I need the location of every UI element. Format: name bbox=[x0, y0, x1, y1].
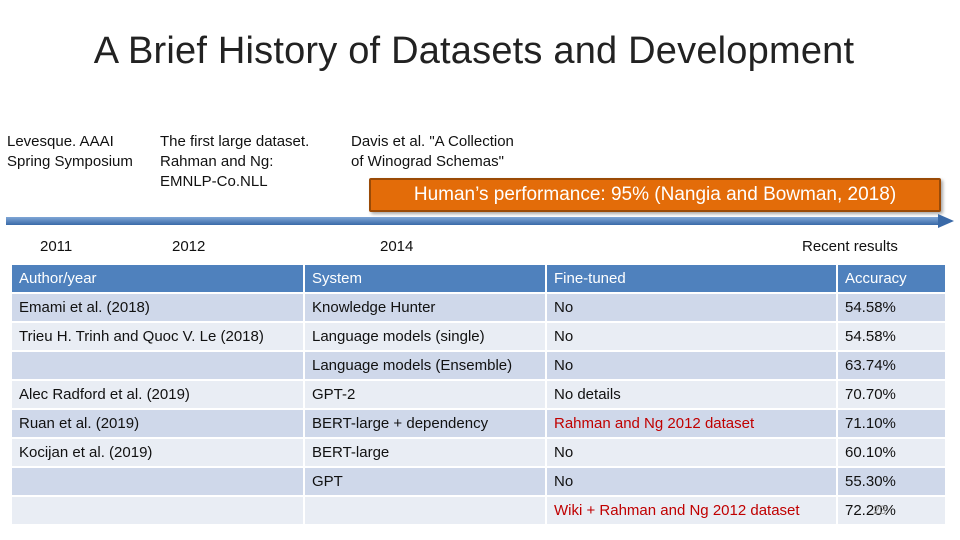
cell-author: Kocijan et al. (2019) bbox=[10, 437, 305, 468]
cell-accuracy: 54.58% bbox=[836, 321, 947, 352]
note-line: EMNLP-Co.NLL bbox=[160, 173, 268, 190]
cell-author bbox=[10, 466, 305, 497]
cell-fine-tuned: No bbox=[545, 350, 838, 381]
cell-accuracy: 55.30% bbox=[836, 466, 947, 497]
year-2012: 2012 bbox=[172, 238, 206, 255]
cell-accuracy: 72.20% bbox=[836, 495, 947, 526]
table-row: Wiki + Rahman and Ng 2012 dataset 72.20% bbox=[10, 495, 947, 526]
note-line: Levesque. AAAI bbox=[7, 133, 114, 150]
cell-fine-tuned: No bbox=[545, 292, 838, 323]
table-row: Alec Radford et al. (2019) GPT-2 No deta… bbox=[10, 379, 947, 410]
table-row: Emami et al. (2018) Knowledge Hunter No … bbox=[10, 292, 947, 323]
slide-title: A Brief History of Datasets and Developm… bbox=[93, 30, 855, 72]
cell-fine-tuned: Rahman and Ng 2012 dataset bbox=[545, 408, 838, 439]
cell-accuracy: 63.74% bbox=[836, 350, 947, 381]
cell-accuracy: 54.58% bbox=[836, 292, 947, 323]
cell-author: Trieu H. Trinh and Quoc V. Le (2018) bbox=[10, 321, 305, 352]
cell-system: GPT-2 bbox=[303, 379, 547, 410]
note-line: of Winograd Schemas" bbox=[351, 153, 504, 170]
cell-author: Emami et al. (2018) bbox=[10, 292, 305, 323]
year-2011: 2011 bbox=[40, 238, 73, 255]
cell-system: Knowledge Hunter bbox=[303, 292, 547, 323]
timeline-arrowhead bbox=[938, 214, 954, 228]
note-line: Spring Symposium bbox=[7, 153, 133, 170]
cell-author: Ruan et al. (2019) bbox=[10, 408, 305, 439]
header-system: System bbox=[303, 263, 547, 294]
cell-author bbox=[10, 495, 305, 526]
table-row: Trieu H. Trinh and Quoc V. Le (2018) Lan… bbox=[10, 321, 947, 352]
table-row: Language models (Ensemble) No 63.74% bbox=[10, 350, 947, 381]
cell-system: BERT-large + dependency bbox=[303, 408, 547, 439]
header-accuracy: Accuracy bbox=[836, 263, 947, 294]
cell-system: Language models (Ensemble) bbox=[303, 350, 547, 381]
cell-system bbox=[303, 495, 547, 526]
note-line: The first large dataset. bbox=[160, 133, 310, 150]
cell-system: Language models (single) bbox=[303, 321, 547, 352]
table-row: Ruan et al. (2019) BERT-large + dependen… bbox=[10, 408, 947, 439]
year-2014: 2014 bbox=[380, 238, 414, 255]
human-performance-callout: Human’s performance: 95% (Nangia and Bow… bbox=[369, 178, 941, 212]
table-header-row: Author/year System Fine-tuned Accuracy bbox=[10, 263, 947, 294]
timeline-bar bbox=[6, 217, 942, 225]
cell-accuracy: 60.10% bbox=[836, 437, 947, 468]
timeline-note-levesque: Levesque. AAAI Spring Symposium bbox=[7, 132, 133, 172]
cell-fine-tuned: No bbox=[545, 437, 838, 468]
cell-system: GPT bbox=[303, 466, 547, 497]
cell-fine-tuned: No bbox=[545, 466, 838, 497]
header-author-year: Author/year bbox=[10, 263, 305, 294]
timeline-note-rahman-ng: The first large dataset. Rahman and Ng: … bbox=[160, 132, 309, 192]
table-row: Kocijan et al. (2019) BERT-large No 60.1… bbox=[10, 437, 947, 468]
note-line: Davis et al. "A Collection bbox=[351, 133, 514, 150]
cell-fine-tuned: Wiki + Rahman and Ng 2012 dataset bbox=[545, 495, 838, 526]
results-table: Author/year System Fine-tuned Accuracy E… bbox=[10, 263, 947, 526]
cell-system: BERT-large bbox=[303, 437, 547, 468]
timeline-arrow bbox=[6, 214, 954, 228]
table-row: GPT No 55.30% bbox=[10, 466, 947, 497]
page-number: 23 bbox=[873, 503, 887, 517]
cell-author: Alec Radford et al. (2019) bbox=[10, 379, 305, 410]
timeline-note-davis: Davis et al. "A Collection of Winograd S… bbox=[351, 132, 514, 172]
cell-author bbox=[10, 350, 305, 381]
recent-results-label: Recent results bbox=[802, 238, 898, 255]
cell-fine-tuned: No bbox=[545, 321, 838, 352]
header-fine-tuned: Fine-tuned bbox=[545, 263, 838, 294]
cell-accuracy: 71.10% bbox=[836, 408, 947, 439]
note-line: Rahman and Ng: bbox=[160, 153, 274, 170]
cell-accuracy: 70.70% bbox=[836, 379, 947, 410]
cell-fine-tuned: No details bbox=[545, 379, 838, 410]
